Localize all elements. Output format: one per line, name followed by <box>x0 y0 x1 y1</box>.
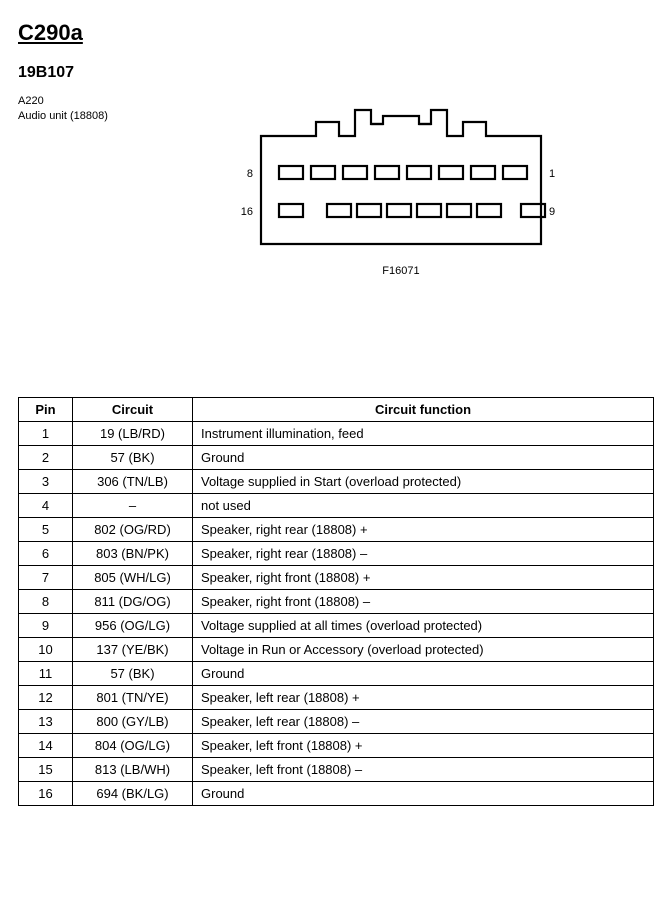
cell-circuit: 801 (TN/YE) <box>73 686 193 710</box>
figure-id: F16071 <box>148 265 654 277</box>
cell-function: Speaker, right front (18808) – <box>193 590 654 614</box>
meta-block: A220 Audio unit (18808) <box>18 94 108 124</box>
cell-pin: 11 <box>19 662 73 686</box>
cell-function: Speaker, right rear (18808) – <box>193 542 654 566</box>
table-row: 8811 (DG/OG)Speaker, right front (18808)… <box>19 590 654 614</box>
table-row: 7805 (WH/LG)Speaker, right front (18808)… <box>19 566 654 590</box>
cell-circuit: 57 (BK) <box>73 446 193 470</box>
cell-pin: 1 <box>19 422 73 446</box>
cell-pin: 15 <box>19 758 73 782</box>
cell-pin: 10 <box>19 638 73 662</box>
cell-circuit: 19 (LB/RD) <box>73 422 193 446</box>
top-area: A220 Audio unit (18808) <box>18 94 654 277</box>
table-row: 4–not used <box>19 494 654 518</box>
table-row: 16694 (BK/LG)Ground <box>19 782 654 806</box>
col-header-circuit: Circuit <box>73 398 193 422</box>
cell-function: Speaker, left rear (18808) – <box>193 710 654 734</box>
cell-circuit: 306 (TN/LB) <box>73 470 193 494</box>
table-row: 119 (LB/RD)Instrument illumination, feed <box>19 422 654 446</box>
cell-pin: 2 <box>19 446 73 470</box>
cell-circuit: 803 (BN/PK) <box>73 542 193 566</box>
cell-circuit: 811 (DG/OG) <box>73 590 193 614</box>
cell-function: Ground <box>193 446 654 470</box>
cell-circuit: 694 (BK/LG) <box>73 782 193 806</box>
cell-pin: 4 <box>19 494 73 518</box>
cell-circuit: 800 (GY/LB) <box>73 710 193 734</box>
pin-label-9: 9 <box>549 206 555 218</box>
pinout-table: Pin Circuit Circuit function 119 (LB/RD)… <box>18 397 654 806</box>
cell-function: Ground <box>193 782 654 806</box>
part-number: 19B107 <box>18 64 654 82</box>
cell-circuit: 137 (YE/BK) <box>73 638 193 662</box>
table-row: 10137 (YE/BK)Voltage in Run or Accessory… <box>19 638 654 662</box>
pin-label-16: 16 <box>241 206 253 218</box>
cell-circuit: 804 (OG/LG) <box>73 734 193 758</box>
table-row: 14804 (OG/LG)Speaker, left front (18808)… <box>19 734 654 758</box>
table-row: 13800 (GY/LB)Speaker, left rear (18808) … <box>19 710 654 734</box>
table-header-row: Pin Circuit Circuit function <box>19 398 654 422</box>
cell-function: Speaker, left rear (18808) + <box>193 686 654 710</box>
cell-pin: 6 <box>19 542 73 566</box>
cell-pin: 8 <box>19 590 73 614</box>
table-row: 257 (BK)Ground <box>19 446 654 470</box>
cell-circuit: 956 (OG/LG) <box>73 614 193 638</box>
table-row: 15813 (LB/WH)Speaker, left front (18808)… <box>19 758 654 782</box>
cell-pin: 3 <box>19 470 73 494</box>
cell-function: not used <box>193 494 654 518</box>
cell-circuit: 57 (BK) <box>73 662 193 686</box>
cell-function: Speaker, right front (18808) + <box>193 566 654 590</box>
connector-diagram: 8 1 16 9 <box>231 94 571 254</box>
col-header-pin: Pin <box>19 398 73 422</box>
connector-id: C290a <box>18 20 654 46</box>
cell-function: Speaker, left front (18808) + <box>193 734 654 758</box>
cell-function: Speaker, left front (18808) – <box>193 758 654 782</box>
pin-label-8: 8 <box>247 168 253 180</box>
cell-function: Instrument illumination, feed <box>193 422 654 446</box>
cell-function: Speaker, right rear (18808) + <box>193 518 654 542</box>
cell-function: Voltage supplied at all times (overload … <box>193 614 654 638</box>
table-row: 12801 (TN/YE)Speaker, left rear (18808) … <box>19 686 654 710</box>
table-row: 6803 (BN/PK)Speaker, right rear (18808) … <box>19 542 654 566</box>
cell-function: Ground <box>193 662 654 686</box>
cell-function: Voltage supplied in Start (overload prot… <box>193 470 654 494</box>
table-row: 5802 (OG/RD)Speaker, right rear (18808) … <box>19 518 654 542</box>
cell-circuit: 813 (LB/WH) <box>73 758 193 782</box>
table-row: 9956 (OG/LG)Voltage supplied at all time… <box>19 614 654 638</box>
cell-circuit: – <box>73 494 193 518</box>
cell-circuit: 805 (WH/LG) <box>73 566 193 590</box>
cell-pin: 16 <box>19 782 73 806</box>
meta-line-1: A220 <box>18 94 108 109</box>
cell-pin: 12 <box>19 686 73 710</box>
pin-label-1: 1 <box>549 168 555 180</box>
cell-pin: 13 <box>19 710 73 734</box>
cell-function: Voltage in Run or Accessory (overload pr… <box>193 638 654 662</box>
cell-pin: 7 <box>19 566 73 590</box>
connector-diagram-wrap: 8 1 16 9 F16071 <box>148 94 654 277</box>
cell-pin: 9 <box>19 614 73 638</box>
table-row: 1157 (BK)Ground <box>19 662 654 686</box>
cell-pin: 14 <box>19 734 73 758</box>
table-row: 3306 (TN/LB)Voltage supplied in Start (o… <box>19 470 654 494</box>
col-header-function: Circuit function <box>193 398 654 422</box>
cell-pin: 5 <box>19 518 73 542</box>
cell-circuit: 802 (OG/RD) <box>73 518 193 542</box>
meta-line-2: Audio unit (18808) <box>18 109 108 124</box>
